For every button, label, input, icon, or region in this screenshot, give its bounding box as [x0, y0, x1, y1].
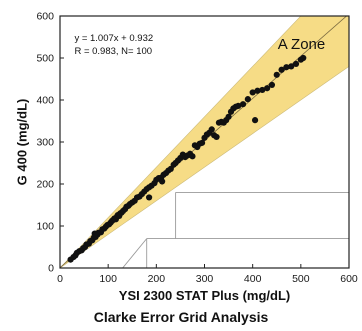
x-tick-label: 300: [196, 273, 214, 285]
regression-stats: R = 0.983, N= 100: [74, 46, 152, 57]
x-tick-label: 400: [244, 273, 262, 285]
x-axis-label: YSI 2300 STAT Plus (mg/dL): [119, 288, 290, 303]
a-zone-label: A Zone: [278, 36, 326, 53]
y-tick-label: 600: [36, 11, 54, 23]
y-tick-label: 200: [36, 179, 54, 191]
x-tick-label: 100: [99, 273, 117, 285]
x-tick-label: 500: [292, 273, 310, 285]
data-point: [146, 194, 152, 200]
data-point: [269, 82, 275, 88]
data-point: [159, 178, 165, 184]
data-point: [274, 72, 280, 78]
y-tick-label: 0: [48, 263, 54, 275]
data-point: [293, 61, 299, 67]
clarke-error-grid-chart: 0 100 200 300 400 500 600 0 100 200 300 400 500 600 y…: [0, 0, 362, 305]
data-point: [245, 96, 251, 102]
x-tick-label: 200: [148, 273, 166, 285]
data-point: [213, 134, 219, 140]
y-axis-label: G 400 (mg/dL): [15, 99, 30, 186]
data-point: [252, 117, 258, 123]
y-tick-label: 300: [36, 137, 54, 149]
data-point: [300, 55, 306, 61]
regression-equation: y = 1.007x + 0.932: [74, 33, 153, 44]
data-point: [240, 101, 246, 107]
chart-caption: Clarke Error Grid Analysis: [0, 309, 362, 325]
y-tick-label: 400: [36, 95, 54, 107]
data-point: [189, 153, 195, 159]
data-point: [209, 126, 215, 132]
y-tick-label: 100: [36, 221, 54, 233]
y-tick-label: 500: [36, 53, 54, 65]
x-tick-label: 600: [340, 273, 358, 285]
x-tick-label: 0: [57, 273, 63, 285]
data-point: [92, 230, 98, 236]
